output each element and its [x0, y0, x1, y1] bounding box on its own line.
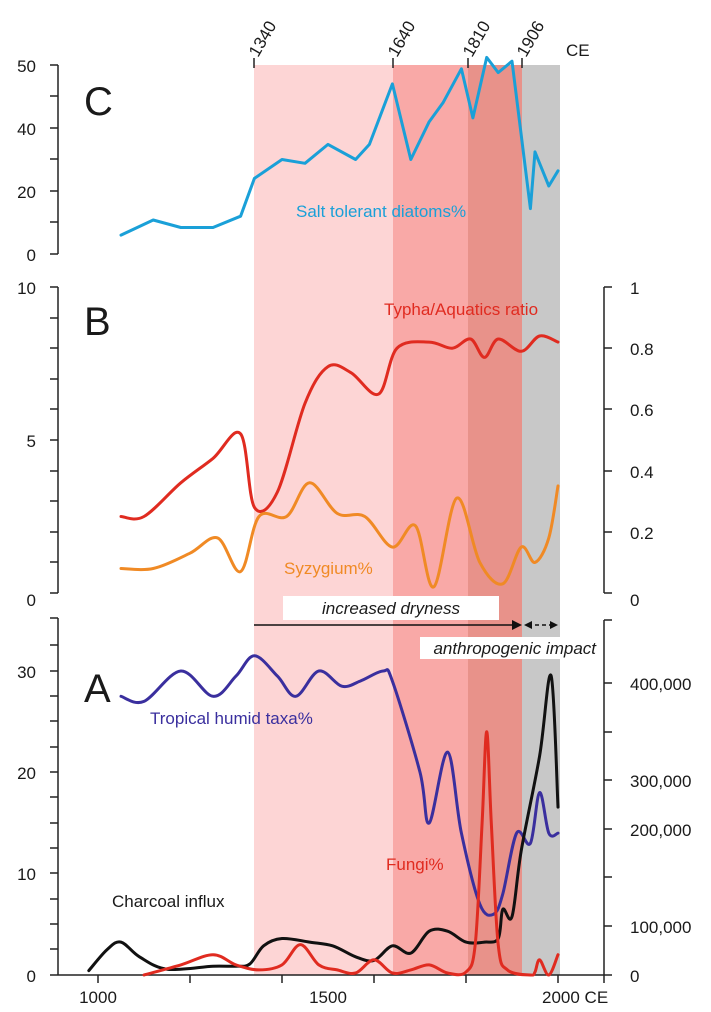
series-line-tropical-humid-taxa [119, 654, 560, 917]
c-tick-label: 50 [17, 57, 36, 76]
salt-diatoms-label: Salt tolerant diatoms% [296, 202, 466, 221]
tropical-humid-label: Tropical humid taxa% [150, 709, 313, 728]
b-left-tick-label: 5 [27, 432, 36, 451]
series-line-typha-aquatics-ratio [119, 334, 560, 521]
panel-a-axes: 30 20 10 0 400,000 300,000 200,000 100,0… [17, 617, 691, 1007]
series-lines [87, 55, 560, 977]
panel-b-axes: 10 5 0 1 0.8 0.6 0.4 0.2 0 [17, 279, 654, 610]
anthro-arrowhead-right [550, 621, 558, 629]
series-line-syzygium [119, 481, 560, 589]
band-1906-2000 [522, 65, 560, 975]
b-right-tick-label: 0.8 [630, 340, 654, 359]
a-left-tick-label: 30 [17, 663, 36, 682]
x-tick-label: 1500 [309, 988, 347, 1007]
a-right-tick-label: 200,000 [630, 821, 691, 840]
anthro-label-box [420, 637, 598, 659]
increased-dryness-annotation: increased dryness [254, 596, 558, 630]
increased-dryness-text: increased dryness [322, 599, 460, 618]
b-right-tick-label: 0.4 [630, 463, 654, 482]
syzygium-label: Syzygium% [284, 559, 373, 578]
anthropogenic-impact-annotation: anthropogenic impact [420, 637, 598, 659]
a-right-tick-label: 300,000 [630, 772, 691, 791]
series-line-salt-tolerant-diatoms [119, 55, 560, 237]
x-tick-label: 1000 [79, 988, 117, 1007]
top-label-1340: 1340 [245, 18, 280, 60]
panel-c-y-axis: 50 40 20 0 [17, 57, 59, 265]
anthro-arrowhead-left [524, 621, 532, 629]
b-right-tick-label: 1 [630, 279, 639, 298]
c-tick-label: 0 [27, 246, 36, 265]
panel-letter-b: B [84, 300, 111, 344]
charcoal-influx-label: Charcoal influx [112, 892, 225, 911]
top-unit: CE [566, 41, 590, 60]
b-right-tick-label: 0.6 [630, 401, 654, 420]
panel-letter-c: C [84, 80, 113, 124]
a-right-tick-label: 0 [630, 967, 639, 986]
b-left-tick-label: 10 [17, 279, 36, 298]
x-tick-label: 2000 CE [542, 988, 608, 1007]
c-tick-label: 40 [17, 120, 36, 139]
dryness-label-box [283, 596, 499, 620]
series-line-fungi [142, 730, 560, 977]
b-right-tick-label: 0 [630, 591, 639, 610]
top-label-1640: 1640 [384, 18, 419, 60]
a-right-tick-label: 100,000 [630, 918, 691, 937]
a-left-tick-label: 0 [27, 967, 36, 986]
top-year-labels: 1340 1640 1810 1906 CE [245, 18, 590, 68]
b-right-tick-label: 0.2 [630, 524, 654, 543]
band-1810-1906 [468, 65, 522, 975]
b-left-tick-label: 0 [27, 591, 36, 610]
a-right-tick-label: 400,000 [630, 675, 691, 694]
top-label-1810: 1810 [459, 18, 494, 60]
typha-ratio-label: Typha/Aquatics ratio [384, 300, 538, 319]
panel-letter-a: A [84, 667, 111, 711]
top-label-1906: 1906 [513, 18, 548, 60]
dryness-arrowhead [512, 620, 522, 630]
series-line-charcoal-influx [87, 673, 560, 973]
anthropogenic-impact-text: anthropogenic impact [433, 639, 597, 658]
a-left-tick-label: 10 [17, 865, 36, 884]
c-tick-label: 20 [17, 183, 36, 202]
fungi-label: Fungi% [386, 855, 444, 874]
a-left-tick-label: 20 [17, 764, 36, 783]
